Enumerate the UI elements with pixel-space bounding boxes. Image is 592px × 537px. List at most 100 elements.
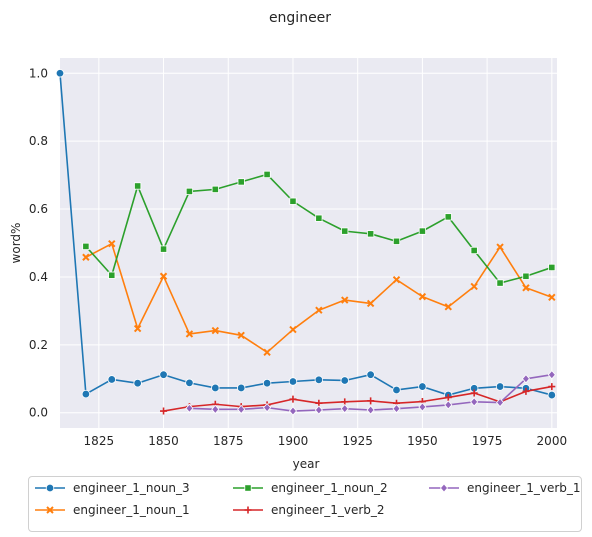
data-point-engineer-1-noun-2 — [392, 237, 401, 245]
data-point-engineer-1-noun-2 — [496, 279, 504, 287]
legend-swatch-icon — [35, 483, 65, 493]
data-point-engineer-1-noun-3 — [185, 378, 194, 388]
data-point-engineer-1-verb-2 — [548, 383, 556, 391]
x-tick-label: 1925 — [342, 434, 373, 448]
data-point-engineer-1-noun-2 — [341, 227, 349, 235]
data-point-engineer-1-noun-1 — [263, 348, 271, 357]
data-point-engineer-1-noun-1 — [315, 306, 323, 314]
data-point-engineer-1-verb-1 — [521, 374, 530, 384]
data-point-engineer-1-noun-1 — [496, 243, 504, 251]
series-line-engineer-1-verb-2 — [163, 385, 552, 412]
data-point-engineer-1-noun-1 — [289, 325, 297, 334]
data-point-engineer-1-verb-1 — [547, 370, 556, 380]
data-point-engineer-1-noun-3 — [262, 378, 272, 388]
data-point-engineer-1-verb-1 — [470, 397, 479, 407]
legend-label: engineer_1_noun_3 — [73, 481, 190, 495]
x-tick-label: 1825 — [84, 434, 115, 448]
data-point-engineer-1-noun-3 — [107, 375, 116, 384]
data-point-engineer-1-noun-2 — [444, 213, 452, 221]
legend-swatch-icon — [429, 483, 459, 493]
data-point-engineer-1-noun-1 — [470, 282, 478, 291]
data-point-engineer-1-noun-1 — [237, 331, 245, 340]
y-tick-label: 0.2 — [29, 338, 48, 352]
legend-swatch-icon — [35, 506, 65, 514]
data-point-engineer-1-noun-1 — [185, 330, 194, 338]
y-tick-label: 0.4 — [29, 270, 48, 284]
data-point-engineer-1-verb-1 — [392, 404, 401, 414]
data-point-engineer-1-noun-3 — [495, 382, 505, 391]
data-point-engineer-1-noun-1 — [133, 324, 142, 333]
data-point-engineer-1-noun-3 — [159, 370, 168, 379]
data-point-engineer-1-noun-3 — [81, 389, 91, 399]
y-tick-label: 0.8 — [29, 134, 48, 148]
data-point-engineer-1-verb-1 — [418, 402, 427, 412]
x-tick-label: 1950 — [407, 434, 438, 448]
data-point-engineer-1-noun-2 — [418, 227, 426, 235]
data-point-engineer-1-noun-2 — [134, 182, 142, 190]
data-point-engineer-1-noun-1 — [522, 284, 530, 292]
data-point-engineer-1-noun-2 — [108, 271, 116, 279]
data-point-engineer-1-verb-1 — [366, 405, 375, 415]
data-point-engineer-1-verb-2 — [289, 395, 297, 403]
data-point-engineer-1-noun-1 — [418, 292, 427, 301]
data-point-engineer-1-noun-1 — [548, 293, 556, 302]
data-point-engineer-1-verb-2 — [522, 387, 530, 395]
data-point-engineer-1-verb-2 — [444, 393, 452, 401]
legend-label: engineer_1_noun_2 — [271, 481, 388, 495]
legend-swatch-icon — [233, 506, 263, 514]
data-point-engineer-1-verb-1 — [237, 404, 246, 414]
data-point-engineer-1-noun-3 — [211, 383, 220, 393]
legend-entry: engineer_1_verb_1 — [429, 481, 581, 495]
data-point-engineer-1-verb-1 — [288, 406, 298, 416]
data-point-engineer-1-noun-2 — [159, 245, 168, 253]
x-tick-label: 1850 — [148, 434, 179, 448]
data-point-engineer-1-noun-1 — [392, 275, 401, 284]
x-tick-label: 1875 — [213, 434, 244, 448]
data-point-engineer-1-noun-3 — [340, 376, 349, 385]
x-tick-label: 1900 — [278, 434, 309, 448]
legend-swatch-icon — [233, 484, 263, 492]
data-point-engineer-1-verb-2 — [160, 407, 168, 415]
data-point-engineer-1-noun-1 — [444, 303, 452, 311]
data-point-engineer-1-noun-2 — [522, 272, 530, 280]
data-point-engineer-1-noun-2 — [289, 197, 297, 205]
data-point-engineer-1-noun-2 — [263, 170, 271, 179]
data-point-engineer-1-verb-1 — [185, 403, 194, 413]
data-point-engineer-1-verb-2 — [367, 397, 375, 405]
y-axis-label: word% — [9, 223, 23, 264]
legend-label: engineer_1_verb_2 — [271, 503, 385, 517]
data-point-engineer-1-verb-1 — [211, 404, 220, 414]
data-point-engineer-1-noun-3 — [418, 382, 427, 391]
data-point-engineer-1-noun-2 — [185, 187, 194, 196]
data-point-engineer-1-noun-3 — [392, 385, 401, 395]
legend-entry: engineer_1_noun_2 — [233, 481, 388, 495]
data-point-engineer-1-noun-2 — [470, 246, 478, 255]
data-point-engineer-1-noun-1 — [341, 296, 349, 304]
data-point-engineer-1-verb-1 — [340, 404, 349, 414]
tick-labels: 1825 1850 1875 1900 1925 1950 1975 2000 0.0 0.2 0.… — [29, 66, 567, 448]
legend-entry: engineer_1_noun_1 — [35, 503, 190, 517]
data-point-engineer-1-noun-3 — [133, 378, 142, 388]
y-tick-label: 0.6 — [29, 202, 48, 216]
data-point-engineer-1-noun-2 — [367, 230, 375, 238]
line-chart: engineer 1825 1850 1875 1900 1925 1950 1975 200… — [9, 10, 567, 471]
plot-area — [60, 58, 557, 428]
data-point-engineer-1-verb-1 — [496, 397, 505, 408]
data-point-engineer-1-noun-2 — [548, 263, 556, 272]
data-point-engineer-1-verb-1 — [314, 405, 323, 415]
data-point-engineer-1-noun-1 — [108, 239, 116, 248]
x-axis-label: year — [293, 457, 320, 471]
legend: engineer_1_noun_3 engineer_1_noun_2 engine… — [28, 476, 582, 532]
legend-label: engineer_1_noun_1 — [73, 503, 190, 517]
x-tick-label: 2000 — [537, 434, 568, 448]
data-point-engineer-1-noun-3 — [547, 390, 557, 400]
y-tick-label: 0.0 — [29, 406, 48, 420]
data-point-engineer-1-noun-1 — [159, 272, 168, 280]
data-point-engineer-1-noun-2 — [82, 242, 90, 250]
grid-lines — [60, 58, 557, 428]
data-point-engineer-1-noun-3 — [366, 370, 375, 379]
data-point-engineer-1-noun-2 — [315, 214, 323, 222]
data-point-engineer-1-noun-3 — [236, 383, 246, 393]
data-point-engineer-1-noun-1 — [82, 253, 90, 261]
chart-title: engineer — [269, 10, 331, 26]
